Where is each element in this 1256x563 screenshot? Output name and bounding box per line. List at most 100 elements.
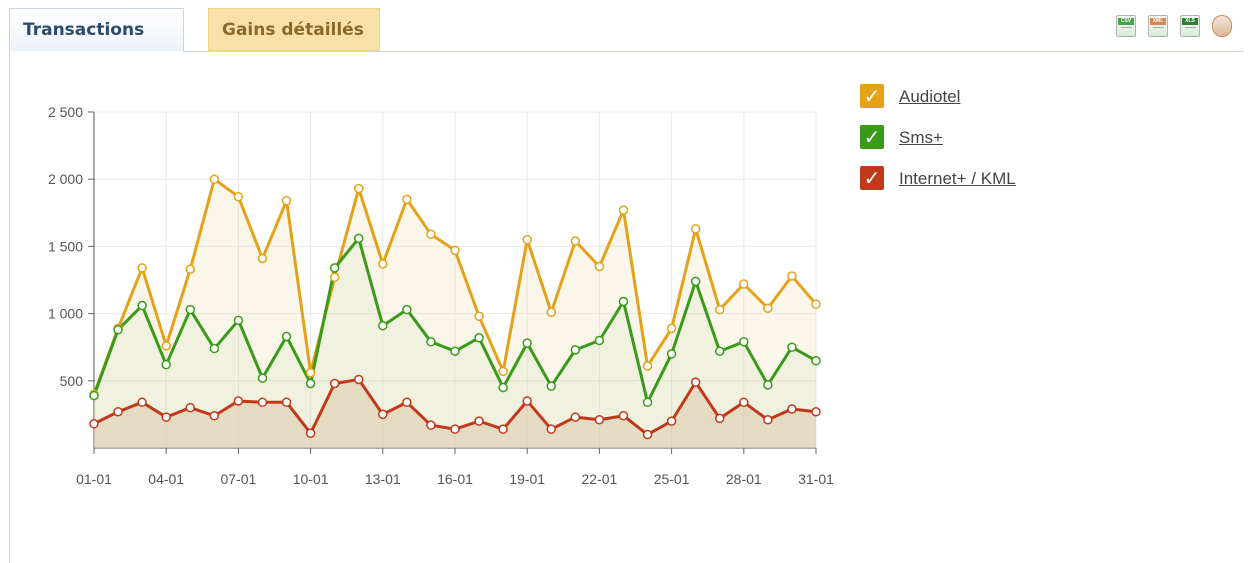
data-point <box>257 397 268 408</box>
data-point <box>161 412 171 422</box>
data-point <box>570 236 581 246</box>
tab-bar: Transactions Gains détaillés <box>9 8 1244 52</box>
data-point <box>185 304 196 315</box>
data-point <box>714 346 725 356</box>
data-point <box>498 424 508 434</box>
csv-export-icon[interactable]: CSV <box>1116 15 1136 37</box>
series-area <box>94 379 816 448</box>
data-point <box>89 419 99 429</box>
xml-tag: XML <box>1150 18 1166 25</box>
data-point <box>546 381 557 391</box>
data-point <box>450 424 460 434</box>
data-point <box>811 406 821 417</box>
data-point <box>594 335 605 346</box>
content-panel <box>9 52 1245 563</box>
data-point <box>450 245 460 256</box>
tab-gains-detailles[interactable]: Gains détaillés <box>208 8 380 51</box>
checkbox-checked-icon[interactable]: ✓ <box>860 166 884 190</box>
data-point <box>378 409 388 420</box>
data-point <box>426 229 436 240</box>
tab-transactions[interactable]: Transactions <box>9 8 184 52</box>
checkbox-checked-icon[interactable]: ✓ <box>860 125 884 149</box>
data-point <box>522 338 532 348</box>
data-point <box>594 261 605 272</box>
x-tick-label: 07-01 <box>220 471 256 487</box>
data-point <box>185 264 196 274</box>
x-tick-label: 19-01 <box>509 471 545 487</box>
data-point <box>739 397 749 408</box>
data-point <box>137 300 147 311</box>
data-point <box>281 331 292 342</box>
data-point <box>546 307 557 318</box>
y-tick-label: 2 000 <box>48 171 83 187</box>
data-point <box>522 234 532 245</box>
data-point <box>474 333 484 343</box>
data-point <box>402 397 412 408</box>
data-point <box>281 195 292 206</box>
data-point <box>89 390 99 401</box>
data-point <box>353 183 364 194</box>
data-point <box>161 359 171 370</box>
data-point <box>113 406 123 417</box>
series-area <box>94 238 816 448</box>
data-point <box>570 412 581 422</box>
data-point <box>498 366 508 377</box>
y-tick-label: 2 500 <box>48 104 83 120</box>
data-point <box>257 373 268 383</box>
legend-label[interactable]: Sms+ <box>899 128 943 147</box>
x-tick-label: 01-01 <box>76 471 112 487</box>
x-tick-label: 22-01 <box>581 471 617 487</box>
data-point <box>402 304 412 315</box>
data-point <box>642 397 653 408</box>
data-point <box>137 263 147 273</box>
data-point <box>209 343 220 354</box>
x-tick-label: 28-01 <box>726 471 762 487</box>
data-point <box>811 299 821 309</box>
data-point <box>642 429 653 440</box>
legend-label[interactable]: Internet+ / KML <box>899 169 1016 188</box>
data-point <box>763 303 773 313</box>
data-point <box>426 337 436 347</box>
print-icon[interactable] <box>1212 15 1232 37</box>
data-point <box>402 194 412 205</box>
xml-export-icon[interactable]: XML <box>1148 15 1168 37</box>
xls-tag: XLS <box>1182 18 1198 25</box>
legend-label[interactable]: Audiotel <box>899 87 961 106</box>
data-point <box>185 402 196 413</box>
data-point <box>690 224 701 234</box>
y-tick-label: 1 500 <box>48 238 83 254</box>
data-point <box>233 396 244 406</box>
data-point <box>233 191 244 202</box>
data-point <box>787 404 797 414</box>
x-tick-label: 16-01 <box>437 471 473 487</box>
document-lines <box>1185 27 1196 37</box>
data-point <box>787 342 797 352</box>
data-point <box>378 259 388 269</box>
data-point <box>161 341 171 351</box>
data-point <box>666 323 677 334</box>
data-point <box>690 377 701 387</box>
data-point <box>209 174 220 184</box>
excel-export-icon[interactable]: XLS <box>1180 15 1200 37</box>
data-point <box>522 396 532 406</box>
x-tick-label: 25-01 <box>654 471 690 487</box>
csv-tag: CSV <box>1118 18 1134 25</box>
x-tick-label: 04-01 <box>148 471 184 487</box>
x-tick-label: 10-01 <box>293 471 329 487</box>
data-point <box>305 428 316 438</box>
data-point <box>787 271 797 281</box>
data-point <box>666 416 677 426</box>
data-point <box>329 272 340 283</box>
data-point <box>690 276 701 287</box>
data-point <box>353 374 364 385</box>
data-point <box>666 349 677 359</box>
data-point <box>329 378 340 389</box>
data-point <box>546 424 557 434</box>
data-point <box>570 345 581 355</box>
data-point <box>594 415 605 425</box>
data-point <box>257 253 268 264</box>
document-lines <box>1153 27 1164 37</box>
series-area <box>94 179 816 448</box>
checkbox-checked-icon[interactable]: ✓ <box>860 84 884 108</box>
